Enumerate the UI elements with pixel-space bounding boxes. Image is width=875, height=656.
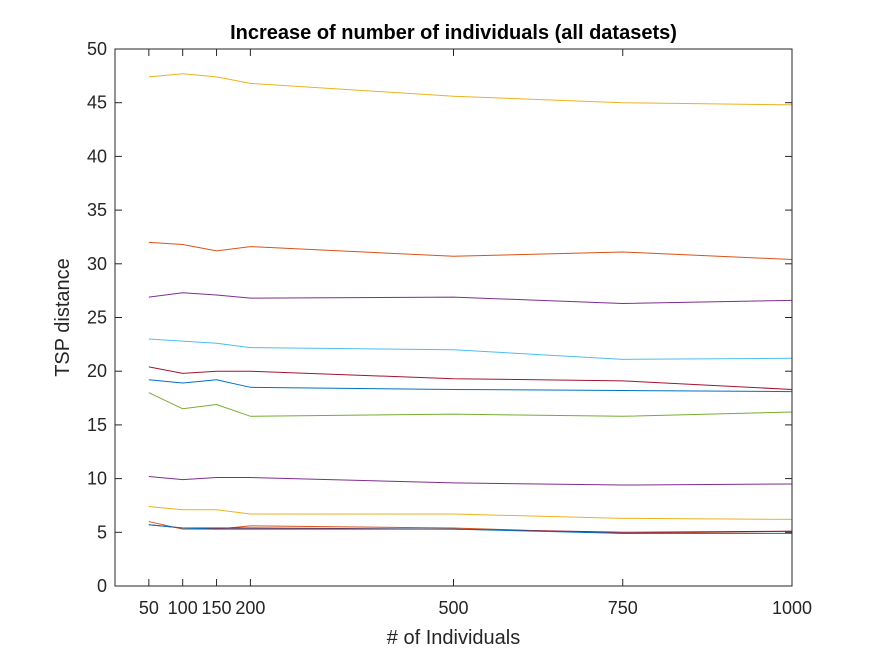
y-tick-label: 30: [87, 254, 107, 274]
series-line-1: [148, 73, 793, 106]
x-tick-label: 1000: [772, 598, 812, 618]
y-tick-label: 5: [97, 522, 107, 542]
x-tick-label: 200: [235, 598, 265, 618]
series-line-3: [148, 292, 793, 305]
y-axis-label: TSP distance: [52, 258, 74, 377]
x-tick-label: 500: [438, 598, 468, 618]
series-line-6: [148, 379, 793, 393]
y-tick-label: 35: [87, 200, 107, 220]
series-line-12: [148, 524, 792, 534]
x-tick-label: 750: [608, 598, 638, 618]
y-tick-label: 15: [87, 415, 107, 435]
x-tick-label: 50: [139, 598, 159, 618]
y-tick-label: 0: [97, 576, 107, 596]
y-tick-label: 40: [87, 146, 107, 166]
y-tick-label: 25: [87, 308, 107, 328]
plot-frame: [114, 48, 793, 587]
series-line-4: [148, 338, 793, 360]
chart-title: Increase of number of individuals (all d…: [230, 22, 677, 44]
x-axis: 50 100 150 200 500 750 1000: [139, 49, 812, 618]
y-axis: 0 5 10 15 20 25 30 35 40 45 50: [87, 39, 792, 596]
y-tick-label: 45: [87, 93, 107, 113]
series-line-9: [148, 506, 793, 520]
series-line-8: [148, 475, 793, 486]
y-tick-label: 20: [87, 361, 107, 381]
x-axis-label: # of Individuals: [387, 627, 520, 649]
y-tick-label: 10: [87, 469, 107, 489]
series-line-5: [148, 366, 793, 390]
x-tick-label: 150: [202, 598, 232, 618]
series-layer: [148, 73, 793, 534]
series-line-7: [148, 392, 793, 417]
y-tick-label: 50: [87, 39, 107, 59]
series-line-2: [148, 241, 793, 260]
x-tick-label: 100: [168, 598, 198, 618]
